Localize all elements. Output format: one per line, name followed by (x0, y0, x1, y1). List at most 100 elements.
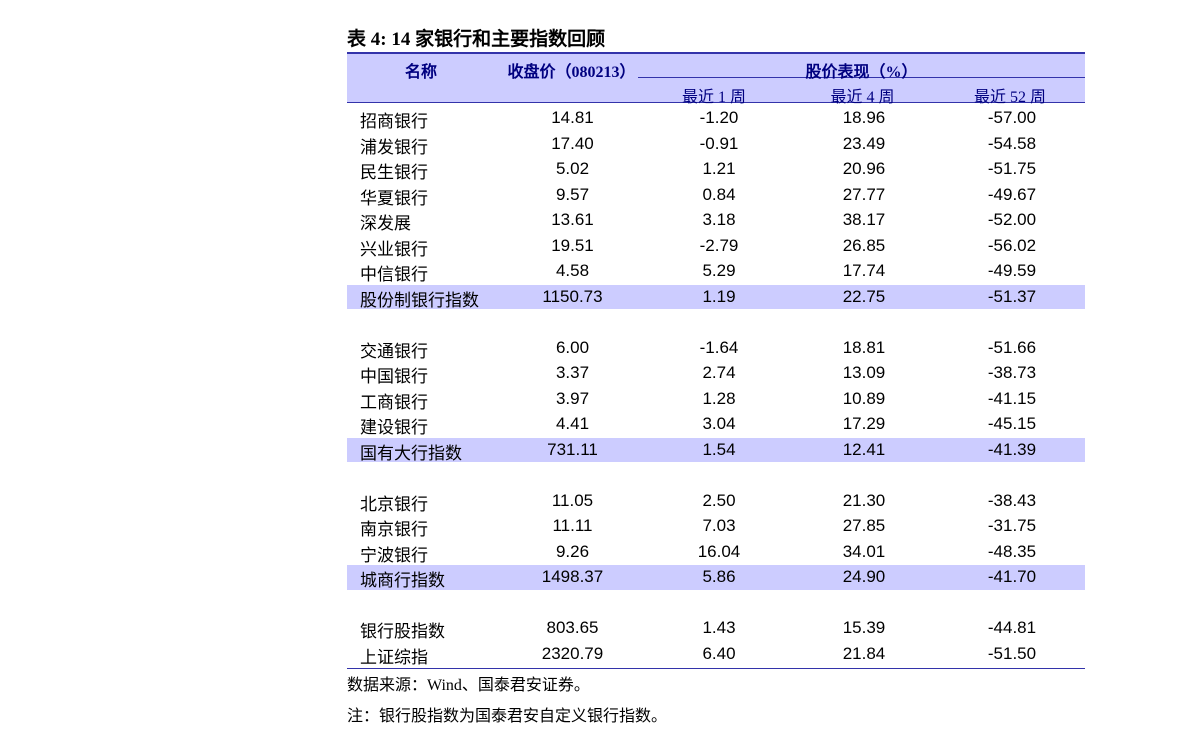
row-label: 兴业银行 (360, 239, 428, 259)
cell: 26.85 (842, 235, 886, 255)
rule (347, 52, 1085, 54)
row-label: 宁波银行 (360, 545, 428, 565)
cell: 19.51 (551, 235, 594, 255)
cell: -52.00 (987, 210, 1037, 229)
cell: 17.74 (842, 261, 886, 280)
cell: -1.20 (699, 108, 739, 127)
header-cell: 最近 1 周 (681, 89, 746, 106)
cell: 13.61 (551, 210, 594, 229)
cell: 1.54 (702, 439, 736, 459)
cell: 16.04 (697, 541, 741, 561)
cell: 22.75 (842, 286, 886, 306)
highlight-row (347, 437, 1085, 462)
cell: 34.01 (842, 541, 886, 561)
row-label: 中信银行 (360, 265, 428, 284)
header-cell: 收盘价（080213） (507, 64, 636, 81)
cell: 11.05 (551, 490, 594, 510)
row-label: 民生银行 (360, 163, 428, 182)
row-label: 上证综指 (360, 647, 428, 667)
cell: 2.74 (702, 363, 736, 382)
rule (347, 668, 1085, 669)
highlight-row (347, 565, 1085, 590)
cell: 24.90 (842, 567, 886, 586)
cell: 1.28 (702, 388, 736, 408)
row-label: 工商银行 (360, 392, 428, 412)
row-label: 国有大行指数 (360, 443, 462, 463)
row-label: 南京银行 (360, 520, 428, 539)
cell: 6.00 (555, 337, 590, 357)
cell: -54.58 (987, 133, 1037, 153)
cell: 23.49 (842, 133, 886, 153)
cell: -49.59 (987, 261, 1037, 280)
cell: 21.30 (842, 490, 886, 510)
cell: 12.41 (842, 439, 886, 459)
cell: -41.39 (987, 439, 1037, 459)
cell: 2320.79 (541, 643, 604, 663)
cell: -45.15 (987, 414, 1037, 433)
cell: -48.35 (987, 541, 1037, 561)
footnote: 注：银行股指数为国泰君安自定义银行指数。 (347, 708, 668, 725)
cell: -44.81 (987, 618, 1037, 637)
cell: 1150.73 (542, 286, 603, 306)
row-label: 招商银行 (360, 112, 428, 131)
cell: 0.84 (702, 184, 736, 204)
header-cell: 股价表现（%） (805, 64, 918, 81)
cell: -0.91 (699, 133, 739, 153)
row-label: 北京银行 (360, 494, 428, 514)
cell: 17.40 (551, 133, 594, 153)
cell: 7.03 (702, 516, 736, 535)
cell: 1.43 (702, 618, 736, 637)
rule (638, 77, 1085, 78)
cell: -51.37 (987, 286, 1037, 306)
cell: 3.97 (555, 388, 590, 408)
cell: 3.04 (702, 414, 736, 433)
row-label: 城商行指数 (360, 571, 445, 590)
cell: 18.81 (842, 337, 886, 357)
cell: 27.85 (842, 516, 886, 535)
table-title: 表 4: 14 家银行和主要指数回顾 (347, 29, 606, 50)
cell: 18.96 (842, 108, 886, 127)
row-label: 交通银行 (360, 341, 428, 361)
row-label: 银行股指数 (360, 622, 445, 641)
cell: -38.73 (987, 363, 1037, 382)
cell: -56.02 (987, 235, 1037, 255)
cell: 731.11 (547, 439, 598, 459)
cell: 1.19 (702, 286, 736, 306)
cell: -2.79 (699, 235, 739, 255)
cell: 1.21 (702, 159, 736, 178)
cell: 11.11 (552, 516, 593, 535)
cell: -38.43 (987, 490, 1037, 510)
row-label: 股份制银行指数 (360, 290, 479, 310)
cell: 803.65 (546, 618, 599, 637)
row-label: 中国银行 (360, 367, 428, 386)
header-cell: 名称 (404, 64, 437, 81)
cell: 9.57 (555, 184, 590, 204)
cell: -51.50 (987, 643, 1037, 663)
cell: 13.09 (842, 363, 886, 382)
row-label: 深发展 (360, 214, 411, 233)
cell: -51.66 (987, 337, 1037, 357)
header-cell: 最近 4 周 (830, 89, 895, 106)
cell: 38.17 (842, 210, 886, 229)
cell: -31.75 (987, 516, 1037, 535)
cell: -41.70 (987, 567, 1037, 586)
cell: 10.89 (842, 388, 886, 408)
header-cell: 最近 52 周 (973, 89, 1046, 106)
cell: 3.37 (555, 363, 590, 382)
cell: 5.02 (555, 159, 590, 178)
footnote: 数据来源：Wind、国泰君安证券。 (347, 677, 590, 694)
cell: 5.29 (702, 261, 736, 280)
cell: 6.40 (702, 643, 736, 663)
cell: 9.26 (555, 541, 590, 561)
highlight-row (347, 284, 1085, 309)
cell: 2.50 (702, 490, 736, 510)
cell: -1.64 (699, 337, 739, 357)
cell: -57.00 (987, 108, 1037, 127)
row-label: 浦发银行 (360, 137, 428, 157)
cell: 21.84 (842, 643, 886, 663)
cell: 17.29 (842, 414, 886, 433)
cell: 15.39 (842, 618, 886, 637)
cell: 14.81 (551, 108, 594, 127)
cell: 3.18 (702, 210, 736, 229)
